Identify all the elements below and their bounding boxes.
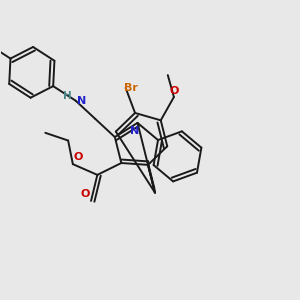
Text: Br: Br xyxy=(124,83,137,93)
Text: H: H xyxy=(63,91,72,101)
Text: N: N xyxy=(76,96,86,106)
Text: O: O xyxy=(74,152,83,162)
Text: O: O xyxy=(169,86,178,96)
Text: O: O xyxy=(81,189,90,199)
Text: N: N xyxy=(130,126,139,136)
